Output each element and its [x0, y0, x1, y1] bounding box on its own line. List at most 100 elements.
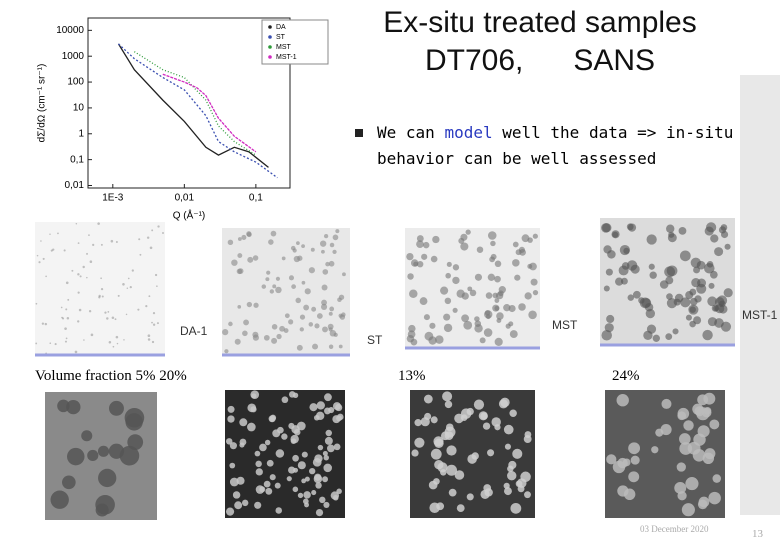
- texture-dot: [95, 503, 109, 517]
- texture-dot: [644, 303, 654, 312]
- texture-dot: [138, 238, 141, 241]
- texture-dot: [633, 290, 641, 299]
- texture-dot: [281, 433, 288, 440]
- texture-dot: [620, 277, 628, 285]
- bullet: We can model well the data => in-situ be…: [355, 120, 747, 172]
- texture-dot: [335, 229, 340, 234]
- texture-dot: [275, 286, 282, 294]
- texture-dot: [665, 333, 673, 340]
- texture-dot: [293, 255, 301, 263]
- texture-dot: [321, 284, 328, 291]
- texture-dot: [693, 266, 701, 274]
- texture-dot: [276, 333, 282, 340]
- texture-dot: [301, 451, 308, 458]
- texture-dot: [532, 233, 538, 239]
- texture-dot: [126, 287, 129, 290]
- texture-dot: [714, 247, 724, 257]
- texture-dot: [505, 323, 511, 329]
- texture-dot: [615, 277, 624, 286]
- texture-dot: [228, 321, 233, 327]
- texture-dot: [660, 424, 672, 436]
- texture-dot: [268, 239, 274, 245]
- texture-dot: [288, 319, 294, 325]
- texture-dot: [49, 342, 52, 345]
- texture-dot: [127, 277, 130, 280]
- texture-dot: [81, 430, 93, 442]
- texture-dot: [414, 437, 425, 448]
- texture-dot: [227, 239, 234, 246]
- texture-dot: [237, 268, 244, 274]
- texture-dot: [720, 224, 728, 231]
- texture-dot: [503, 424, 514, 435]
- texture-dot: [129, 285, 132, 289]
- texture-dot: [336, 488, 342, 495]
- texture-dot: [504, 443, 511, 450]
- texture-dot: [661, 398, 672, 409]
- texture-dot: [678, 226, 687, 235]
- caption: 24%: [612, 368, 640, 384]
- texture-dot: [293, 467, 299, 473]
- texture-dot: [507, 465, 514, 473]
- texture-dot: [222, 329, 229, 336]
- texture-dot: [327, 323, 334, 330]
- texture-dot: [288, 391, 296, 398]
- texture-dot: [432, 235, 440, 244]
- texture-dot: [67, 447, 85, 466]
- texture-dot: [430, 416, 438, 424]
- texture-dot: [109, 400, 124, 416]
- texture-dot: [57, 232, 59, 235]
- texture-dot: [484, 310, 491, 316]
- texture-dot: [119, 445, 140, 466]
- texture-dot: [474, 324, 483, 333]
- texture-dot: [122, 283, 125, 286]
- texture-dot: [715, 304, 725, 314]
- texture-dot: [407, 330, 416, 339]
- texture-dot: [239, 438, 247, 446]
- texture-dot: [510, 502, 522, 514]
- texture-dot: [492, 292, 499, 299]
- texture-dot: [295, 297, 301, 304]
- texture-dot: [685, 477, 699, 491]
- texture-dot: [407, 273, 414, 280]
- texture-dot: [444, 431, 454, 440]
- texture-dot: [301, 244, 305, 249]
- texture-dot: [484, 488, 493, 497]
- texture-dot: [530, 278, 538, 286]
- texture-dot: [275, 276, 281, 281]
- texture-dot: [115, 241, 118, 244]
- texture-dot: [628, 471, 640, 483]
- texture-dot: [314, 323, 320, 329]
- texture-dot: [452, 276, 460, 285]
- texture-dot: [720, 321, 732, 332]
- texture-dot: [461, 314, 470, 323]
- texture-dot: [676, 462, 686, 472]
- texture-dot: [442, 391, 453, 402]
- texture-dot: [411, 449, 419, 457]
- texture-dot: [49, 233, 51, 236]
- texture-dot: [408, 324, 416, 333]
- texture-dot: [706, 261, 714, 268]
- texture-dot: [514, 274, 521, 281]
- series-line: [118, 43, 278, 179]
- texture-dot: [333, 332, 338, 337]
- texture-dot: [152, 312, 156, 315]
- texture-dot: [708, 491, 721, 505]
- texture-dot: [509, 330, 518, 338]
- texture-dot: [336, 415, 342, 422]
- texture-dot: [88, 234, 90, 236]
- texture-dot: [685, 314, 692, 321]
- texture-dot: [125, 413, 143, 431]
- y-tick-label: 0,01: [65, 180, 85, 191]
- texture-dot: [469, 289, 477, 297]
- texture-dot: [231, 259, 238, 266]
- texture-dot: [523, 435, 532, 443]
- texture-dot: [272, 284, 277, 289]
- texture-dot: [241, 234, 247, 240]
- texture-dot: [239, 442, 245, 448]
- texture-dot: [35, 342, 38, 345]
- texture-dot: [299, 314, 306, 320]
- texture-dot: [63, 249, 66, 252]
- texture-dot: [509, 409, 517, 418]
- page-number: 13: [752, 528, 763, 540]
- texture-dot: [604, 323, 614, 333]
